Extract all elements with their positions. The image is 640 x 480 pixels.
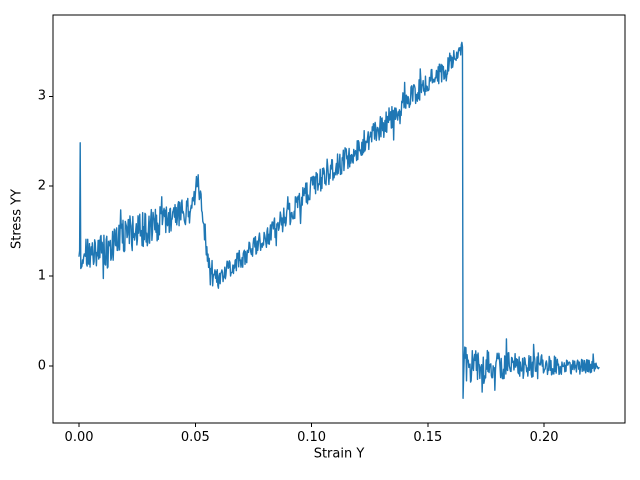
y-axis-label: Stress YY — [9, 189, 25, 249]
x-tick-label: 0.10 — [297, 430, 327, 445]
x-tick-label: 0.05 — [180, 430, 210, 445]
series-line — [78, 41, 600, 400]
y-tick-label: 3 — [37, 88, 46, 104]
x-tick-label: 0.00 — [64, 430, 94, 445]
x-tick-label: 0.15 — [413, 430, 443, 445]
x-axis-label: Strain Y — [313, 446, 365, 462]
y-tick-label: 2 — [37, 178, 46, 194]
x-tick-label: 0.20 — [529, 430, 559, 445]
plot-border — [52, 14, 626, 424]
y-tick-label: 0 — [37, 358, 46, 374]
y-tick-label: 1 — [37, 268, 46, 284]
